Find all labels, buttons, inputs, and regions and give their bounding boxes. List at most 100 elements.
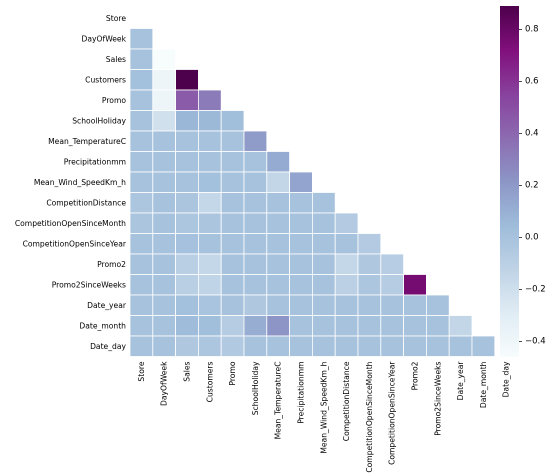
heatmap-cell-Date_day-Promo2SinceWeeks: [425, 335, 450, 357]
column-label: Promo: [228, 361, 237, 385]
heatmap-cell-CompetitionDistance-Mean_TemperatureC: [266, 192, 290, 214]
heatmap-cell-Precipitationmm-Store: [129, 151, 154, 173]
heatmap-cell-Precipitationmm-DayOfWeek: [152, 151, 177, 173]
row-label: DayOfWeek: [82, 34, 127, 43]
heatmap-cell-Precipitationmm-Mean_TemperatureC: [266, 151, 290, 173]
heatmap-cell-CompetitionOpenSinceYear-CompetitionDistance: [334, 233, 359, 255]
heatmap-cell-Date_year-CompetitionOpenSinceMonth: [357, 294, 382, 316]
heatmap-cell-Mean_TemperatureC-Promo: [220, 130, 245, 152]
heatmap-cell-Promo2-DayOfWeek: [152, 253, 177, 275]
row-label: Sales: [106, 55, 126, 64]
heatmap-cell-CompetitionOpenSinceMonth-Sales: [175, 212, 199, 234]
heatmap-cell-Promo2-Customers: [197, 253, 222, 275]
heatmap-cell-CompetitionDistance-Mean_Wind_SpeedKm_h: [311, 192, 336, 214]
heatmap-cell-Date_month-Date_year: [448, 315, 473, 337]
heatmap-cell-Date_month-Precipitationmm: [289, 315, 313, 337]
heatmap-cell-CompetitionDistance-Sales: [175, 192, 199, 214]
heatmap-cell-Customers-Store: [129, 69, 154, 91]
heatmap-cell-Date_month-Promo: [220, 315, 245, 337]
heatmap-cell-Promo-DayOfWeek: [152, 89, 177, 111]
heatmap-cell-Mean_TemperatureC-Store: [129, 130, 154, 152]
heatmap-cell-Promo-Customers: [197, 89, 222, 111]
heatmap-cell-Date_day-DayOfWeek: [152, 335, 177, 357]
heatmap-cell-Customers-Sales: [175, 69, 199, 91]
heatmap-cell-SchoolHoliday-DayOfWeek: [152, 110, 177, 132]
row-label: Date_month: [79, 321, 126, 330]
heatmap-cell-Date_month-Mean_Wind_SpeedKm_h: [311, 315, 336, 337]
heatmap-cell-Promo2-Promo: [220, 253, 245, 275]
colorbar-gradient: [500, 6, 519, 357]
heatmap-cell-Promo2SinceWeeks-SchoolHoliday: [243, 274, 268, 296]
heatmap-cell-Promo2SinceWeeks-Store: [129, 274, 154, 296]
heatmap-cell-Precipitationmm-Promo: [220, 151, 245, 173]
heatmap-cell-Mean_Wind_SpeedKm_h-Store: [129, 171, 154, 193]
heatmap-cell-Mean_TemperatureC-SchoolHoliday: [243, 130, 268, 152]
heatmap-cell-CompetitionOpenSinceMonth-Mean_TemperatureC: [266, 212, 290, 234]
heatmap-cell-Date_day-Promo2: [403, 335, 427, 357]
heatmap-cell-Customers-DayOfWeek: [152, 69, 177, 91]
heatmap-cell-Date_day-CompetitionDistance: [334, 335, 359, 357]
heatmap-cell-Date_month-SchoolHoliday: [243, 315, 268, 337]
heatmap-cell-Date_day-Mean_TemperatureC: [266, 335, 290, 357]
heatmap-cell-Mean_Wind_SpeedKm_h-Customers: [197, 171, 222, 193]
heatmap-cell-SchoolHoliday-Sales: [175, 110, 199, 132]
heatmap-cell-Date_day-Sales: [175, 335, 199, 357]
heatmap-cell-Mean_Wind_SpeedKm_h-Mean_TemperatureC: [266, 171, 290, 193]
heatmap-cell-Date_year-Promo2: [403, 294, 427, 316]
column-label: Mean_Wind_SpeedKm_h: [319, 361, 328, 453]
row-labels: Store DayOfWeek Sales Customers Promo SchoolH…: [15, 14, 127, 351]
heatmap-cell-Date_year-Promo2SinceWeeks: [425, 294, 450, 316]
heatmap-cell-SchoolHoliday-Customers: [197, 110, 222, 132]
heatmap-cell-DayOfWeek-Store: [129, 28, 154, 50]
heatmap-cell-Promo2-Precipitationmm: [289, 253, 313, 275]
heatmap-cell-Mean_Wind_SpeedKm_h-Precipitationmm: [289, 171, 313, 193]
heatmap-cell-CompetitionOpenSinceYear-DayOfWeek: [152, 233, 177, 255]
heatmap-cell-Date_year-Precipitationmm: [289, 294, 313, 316]
row-label: Customers: [85, 75, 126, 84]
heatmap-cells: [129, 28, 496, 357]
column-label: DayOfWeek: [160, 361, 169, 406]
heatmap-cell-Mean_TemperatureC-Sales: [175, 130, 199, 152]
heatmap-cell-Mean_Wind_SpeedKm_h-DayOfWeek: [152, 171, 177, 193]
row-label: SchoolHoliday: [72, 116, 126, 125]
heatmap-cell-CompetitionOpenSinceYear-CompetitionOpenSinceMonth: [357, 233, 382, 255]
column-label: Promo2: [411, 361, 420, 390]
row-label: Mean_TemperatureC: [48, 137, 126, 146]
heatmap-cell-Date_day-Date_month: [471, 335, 496, 357]
row-label: Precipitationmm: [64, 157, 126, 166]
heatmap-cell-Promo2-SchoolHoliday: [243, 253, 268, 275]
heatmap-cell-Precipitationmm-SchoolHoliday: [243, 151, 268, 173]
heatmap-cell-CompetitionOpenSinceMonth-Promo: [220, 212, 245, 234]
heatmap-cell-Promo2-Mean_Wind_SpeedKm_h: [311, 253, 336, 275]
heatmap-cell-Date_month-DayOfWeek: [152, 315, 177, 337]
heatmap-cell-Promo2SinceWeeks-Mean_Wind_SpeedKm_h: [311, 274, 336, 296]
heatmap-cell-Promo2SinceWeeks-DayOfWeek: [152, 274, 177, 296]
column-label: Date_month: [479, 361, 488, 408]
heatmap-cell-Date_year-Sales: [175, 294, 199, 316]
heatmap-cell-SchoolHoliday-Promo: [220, 110, 245, 132]
row-label: Date_day: [90, 342, 126, 351]
colorbar-tick-label: 0.0: [525, 232, 539, 242]
heatmap-cell-CompetitionOpenSinceMonth-Mean_Wind_SpeedKm_h: [311, 212, 336, 234]
column-label: CompetitionDistance: [342, 361, 351, 441]
heatmap-cell-CompetitionOpenSinceYear-Customers: [197, 233, 222, 255]
column-label: Precipitationmm: [297, 362, 306, 424]
heatmap-cell-Date_year-CompetitionOpenSinceYear: [380, 294, 404, 316]
heatmap-cell-Promo2-CompetitionOpenSinceYear: [380, 253, 404, 275]
heatmap-cell-CompetitionOpenSinceYear-Store: [129, 233, 154, 255]
heatmap-cell-Promo2SinceWeeks-Mean_TemperatureC: [266, 274, 290, 296]
column-label: Customers: [205, 361, 214, 402]
heatmap-cell-Mean_Wind_SpeedKm_h-SchoolHoliday: [243, 171, 268, 193]
heatmap-cell-Promo2-Store: [129, 253, 154, 275]
heatmap-cell-Promo2SinceWeeks-Promo2: [403, 274, 427, 296]
heatmap-cell-CompetitionOpenSinceMonth-DayOfWeek: [152, 212, 177, 234]
row-label: Mean_Wind_SpeedKm_h: [34, 178, 126, 187]
heatmap-cell-CompetitionOpenSinceMonth-SchoolHoliday: [243, 212, 268, 234]
column-label: Store: [137, 361, 146, 381]
heatmap-cell-Date_day-Promo: [220, 335, 245, 357]
heatmap-cell-Date_year-Customers: [197, 294, 222, 316]
row-label: Promo: [102, 96, 126, 105]
heatmap-cell-Date_year-Mean_Wind_SpeedKm_h: [311, 294, 336, 316]
heatmap-cell-CompetitionOpenSinceMonth-Precipitationmm: [289, 212, 313, 234]
row-label: Date_year: [87, 301, 127, 310]
